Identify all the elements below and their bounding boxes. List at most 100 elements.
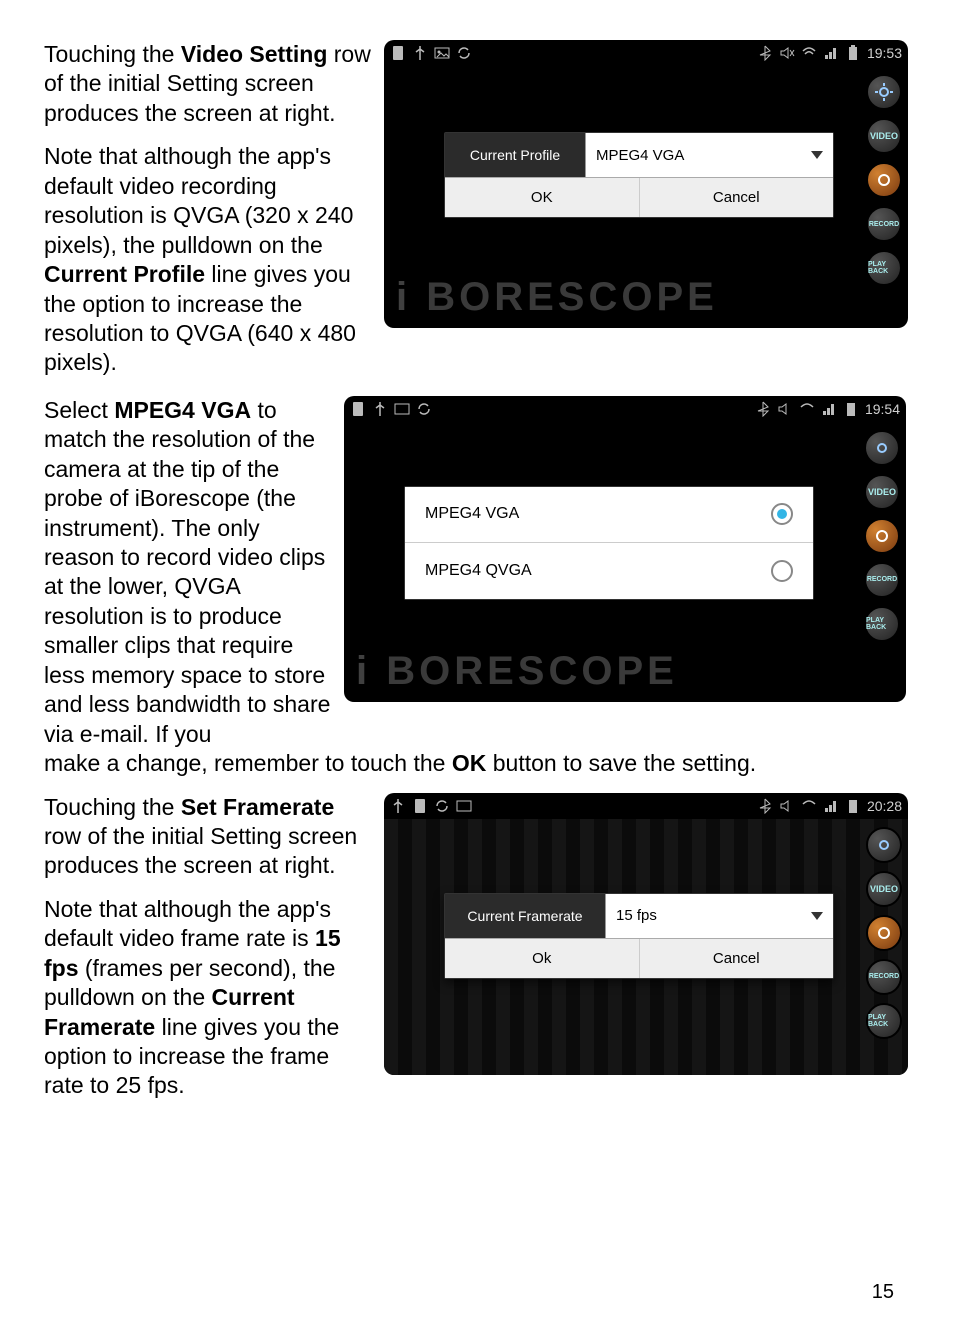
- ok-button[interactable]: Ok: [445, 939, 640, 978]
- shot-icon[interactable]: [864, 518, 900, 554]
- text: Note that although the app's default vid…: [44, 896, 331, 951]
- option-mpeg4-vga[interactable]: MPEG4 VGA: [405, 487, 813, 543]
- bluetooth-icon: [757, 798, 773, 814]
- text: button to save the setting.: [486, 750, 756, 776]
- mute-icon: [779, 45, 795, 61]
- battery-icon: [845, 45, 861, 61]
- bold-ok: OK: [452, 750, 487, 776]
- text: make a change, remember to touch the: [44, 750, 452, 776]
- usb-icon: [372, 401, 388, 417]
- settings-icon[interactable]: [864, 430, 900, 466]
- sync-icon: [456, 45, 472, 61]
- page-number: 15: [872, 1281, 894, 1304]
- wifi-icon: [801, 45, 817, 61]
- image-icon: [456, 798, 472, 814]
- sd-icon: [350, 401, 366, 417]
- bold-video-setting: Video Setting: [181, 41, 328, 67]
- profile-select[interactable]: MPEG4 VGA: [585, 133, 833, 177]
- video-icon[interactable]: VIDEO: [866, 118, 902, 154]
- sync-icon: [416, 401, 432, 417]
- text: Select: [44, 397, 114, 423]
- bold-current-profile: Current Profile: [44, 261, 205, 287]
- para-15fps: Note that although the app's default vid…: [44, 895, 374, 1101]
- screenshot-video-setting: 19:53 Current Profile MPEG4 VGA OK Cance…: [384, 40, 908, 328]
- para-current-profile: Note that although the app's default vid…: [44, 142, 374, 378]
- screenshot-framerate: 20:28 Current Framerate 15 fps Ok Cancel…: [384, 793, 908, 1075]
- sync-icon: [434, 798, 450, 814]
- framerate-label: Current Framerate: [445, 894, 605, 938]
- settings-icon[interactable]: [866, 74, 902, 110]
- framerate-dialog: Current Framerate 15 fps Ok Cancel: [444, 893, 834, 979]
- battery-icon: [845, 798, 861, 814]
- ok-button[interactable]: OK: [445, 178, 640, 217]
- sd-icon: [412, 798, 428, 814]
- video-icon[interactable]: VIDEO: [866, 871, 902, 907]
- radio-unselected-icon: [771, 560, 793, 582]
- text: Touching the: [44, 41, 181, 67]
- usb-icon: [390, 798, 406, 814]
- side-icons: VIDEO RECORD PLAY BACK: [866, 74, 902, 286]
- framerate-value: 15 fps: [616, 907, 657, 924]
- wifi-icon: [801, 798, 817, 814]
- bluetooth-icon: [755, 401, 771, 417]
- para-video-setting: Touching the Video Setting row of the in…: [44, 40, 374, 128]
- signal-icon: [823, 798, 839, 814]
- chevron-down-icon: [811, 912, 823, 920]
- option-mpeg4-qvga[interactable]: MPEG4 QVGA: [405, 543, 813, 599]
- text: Touching the: [44, 794, 181, 820]
- text: row of the initial Setting screen produc…: [44, 823, 357, 878]
- image-icon: [394, 401, 410, 417]
- playback-icon[interactable]: PLAY BACK: [866, 1003, 902, 1039]
- shot-icon[interactable]: [866, 162, 902, 198]
- profile-label: Current Profile: [445, 133, 585, 177]
- clock: 20:28: [867, 798, 902, 814]
- record-icon[interactable]: RECORD: [866, 206, 902, 242]
- para-mpeg4-cont: make a change, remember to touch the OK …: [44, 749, 910, 778]
- option-label: MPEG4 VGA: [425, 505, 519, 523]
- radio-selected-icon: [771, 503, 793, 525]
- mute-icon: [779, 798, 795, 814]
- playback-icon[interactable]: PLAY BACK: [866, 250, 902, 286]
- screenshot-resolution-picker: 19:54 MPEG4 VGA MPEG4 QVGA VIDEO RECORD …: [344, 396, 906, 702]
- playback-icon[interactable]: PLAY BACK: [864, 606, 900, 642]
- side-icons: VIDEO RECORD PLAY BACK: [866, 827, 902, 1039]
- usb-icon: [412, 45, 428, 61]
- status-bar: 19:54: [344, 396, 906, 422]
- video-icon[interactable]: VIDEO: [864, 474, 900, 510]
- chevron-down-icon: [811, 151, 823, 159]
- shot-icon[interactable]: [866, 915, 902, 951]
- profile-dialog: Current Profile MPEG4 VGA OK Cancel: [444, 132, 834, 218]
- watermark: i BORESCOPE: [356, 649, 678, 694]
- bold-set-framerate: Set Framerate: [181, 794, 334, 820]
- option-label: MPEG4 QVGA: [425, 562, 532, 580]
- text: Note that although the app's default vid…: [44, 143, 353, 257]
- sd-icon: [390, 45, 406, 61]
- cancel-button[interactable]: Cancel: [640, 939, 834, 978]
- resolution-list-dialog: MPEG4 VGA MPEG4 QVGA: [404, 486, 814, 600]
- clock: 19:53: [867, 45, 902, 61]
- clock: 19:54: [865, 401, 900, 417]
- profile-value: MPEG4 VGA: [596, 147, 684, 164]
- bluetooth-icon: [757, 45, 773, 61]
- record-icon[interactable]: RECORD: [864, 562, 900, 598]
- para-mpeg4: Select MPEG4 VGA to match the resolution…: [44, 396, 334, 749]
- image-icon: [434, 45, 450, 61]
- status-bar: 20:28: [384, 793, 908, 819]
- cancel-button[interactable]: Cancel: [640, 178, 834, 217]
- battery-icon: [843, 401, 859, 417]
- watermark: i BORESCOPE: [396, 275, 718, 320]
- watermark-text: BORESCOPE: [386, 649, 678, 693]
- bold-mpeg4-vga: MPEG4 VGA: [114, 397, 251, 423]
- text: to match the resolution of the camera at…: [44, 397, 330, 747]
- signal-icon: [821, 401, 837, 417]
- record-icon[interactable]: RECORD: [866, 959, 902, 995]
- mute-icon: [777, 401, 793, 417]
- wifi-icon: [799, 401, 815, 417]
- framerate-select[interactable]: 15 fps: [605, 894, 833, 938]
- status-bar: 19:53: [384, 40, 908, 66]
- watermark-text: BORESCOPE: [426, 275, 718, 319]
- settings-icon[interactable]: [866, 827, 902, 863]
- side-icons: VIDEO RECORD PLAY BACK: [864, 430, 900, 642]
- signal-icon: [823, 45, 839, 61]
- para-set-framerate: Touching the Set Framerate row of the in…: [44, 793, 374, 881]
